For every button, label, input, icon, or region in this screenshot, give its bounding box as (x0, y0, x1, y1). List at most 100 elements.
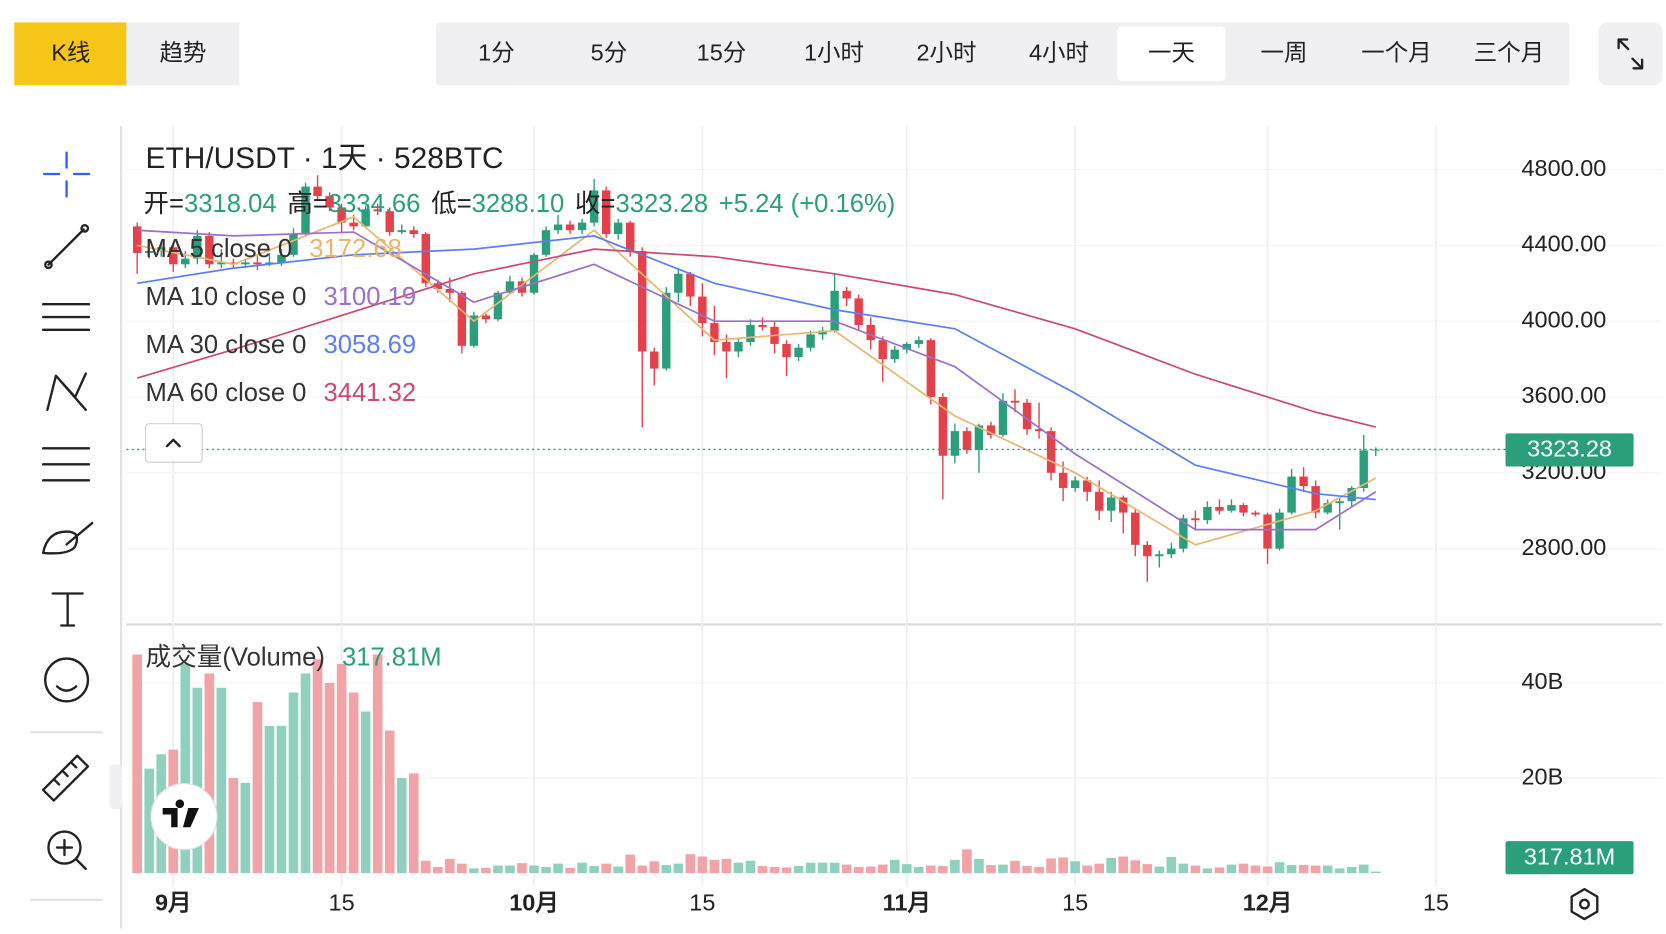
volume-bar (1046, 858, 1056, 874)
volume-bar (613, 866, 623, 874)
volume-bar (1226, 864, 1237, 874)
zoom-icon (55, 838, 87, 871)
interval-button[interactable]: 2小时 (916, 40, 976, 66)
candle-body (950, 431, 960, 456)
candle-body (469, 315, 479, 346)
trend-line-tool[interactable] (47, 228, 85, 266)
volume-bar (204, 673, 215, 874)
volume-bar (276, 725, 287, 874)
candle-body (698, 296, 707, 324)
tab-button[interactable] (14, 22, 128, 86)
y-tick-label: 20B (1521, 763, 1563, 789)
candle-body (1179, 518, 1188, 549)
volume-bar (288, 692, 299, 874)
volume-bar (986, 865, 996, 874)
candle-body (132, 226, 142, 253)
interval-button[interactable]: 1小时 (804, 40, 864, 66)
volume-bar (1358, 864, 1369, 874)
interval-button[interactable]: 一天 (1148, 40, 1195, 66)
volume-bar (1010, 860, 1020, 874)
ma-name: MA 10 close 0 (146, 283, 307, 311)
candle-body (241, 262, 250, 265)
emoji-tool[interactable] (44, 657, 90, 703)
candle-body (1227, 505, 1236, 511)
candle-body (626, 222, 635, 252)
volume-bar (1334, 868, 1345, 874)
candle-body (1058, 472, 1068, 488)
ma-line (137, 229, 1377, 531)
candle-body (974, 425, 984, 451)
pattern-tool[interactable] (46, 372, 87, 412)
candle-body (1119, 497, 1128, 513)
volume-bar (793, 866, 804, 874)
candle-body (722, 342, 731, 352)
interval-button[interactable]: 三个月 (1474, 40, 1544, 66)
candle-body (782, 343, 791, 358)
volume-bar (841, 864, 852, 874)
candle-body (1311, 486, 1320, 513)
candle-body (1167, 548, 1176, 555)
readout-item: 3334.66 (328, 190, 421, 218)
candle-body (373, 209, 382, 212)
interval-button[interactable]: 1分 (478, 40, 515, 66)
candle-body (758, 324, 767, 327)
volume-bar (336, 664, 347, 874)
volume-bar (445, 858, 455, 874)
interval-button[interactable]: 15分 (697, 40, 747, 66)
candle-body (145, 251, 154, 253)
tab-button[interactable] (126, 22, 240, 86)
volume-bar (589, 866, 599, 874)
collapse-toolbar[interactable] (109, 764, 123, 810)
ruler-tool[interactable] (41, 754, 90, 802)
candle-body (553, 224, 563, 231)
fib-tool[interactable] (41, 447, 91, 482)
settings-icon[interactable] (1570, 887, 1599, 921)
chevron (165, 438, 181, 448)
volume-bar (661, 865, 672, 874)
volume-bar (1070, 861, 1080, 874)
volume-bar (1142, 864, 1153, 874)
zoom-tool[interactable] (47, 830, 82, 865)
candle-body (1239, 505, 1248, 513)
x-tick-label: 12月 (1243, 889, 1293, 915)
volume-bar (926, 865, 936, 874)
interval-button[interactable]: 5分 (591, 40, 628, 66)
candle-body (397, 230, 406, 233)
candle-body (493, 292, 503, 320)
interval-button[interactable]: 4小时 (1029, 40, 1089, 66)
volume-bar (481, 867, 491, 874)
candle-body (866, 324, 875, 341)
interval-bar (435, 22, 1570, 86)
volume-bar (757, 866, 768, 874)
brush-tool[interactable] (41, 521, 94, 555)
fullscreen-button[interactable] (1598, 22, 1663, 86)
volume-bar (228, 778, 239, 874)
volume-bar (962, 849, 972, 874)
volume-bar (1106, 857, 1117, 874)
volume-bar (144, 768, 155, 874)
lines-tool[interactable] (41, 303, 91, 332)
crosshair-tool[interactable] (42, 151, 91, 198)
candle-body (193, 235, 202, 259)
candle-body (1191, 518, 1200, 521)
volume-bar (312, 659, 323, 874)
last-price-label: 3323.28 (1527, 436, 1612, 462)
collapse-legend[interactable] (145, 423, 203, 463)
volume-bar (817, 862, 828, 874)
interval-button[interactable]: 一周 (1261, 40, 1308, 66)
x-tick-label: 11月 (883, 889, 931, 915)
volume-bar (408, 773, 419, 874)
interval-button[interactable]: 一个月 (1361, 40, 1431, 66)
y-tick-label: 4000.00 (1521, 306, 1606, 332)
volume-bar (1298, 865, 1309, 874)
candle-body (1335, 501, 1344, 504)
volume-bar (1094, 863, 1104, 874)
candle-body (890, 349, 899, 360)
volume-bar (1082, 865, 1092, 874)
candle-body (205, 235, 214, 265)
volume-bar (324, 683, 335, 874)
candle-body (1215, 506, 1224, 511)
text-tool[interactable] (51, 592, 84, 627)
handle (44, 260, 53, 270)
candle-body (217, 262, 226, 265)
